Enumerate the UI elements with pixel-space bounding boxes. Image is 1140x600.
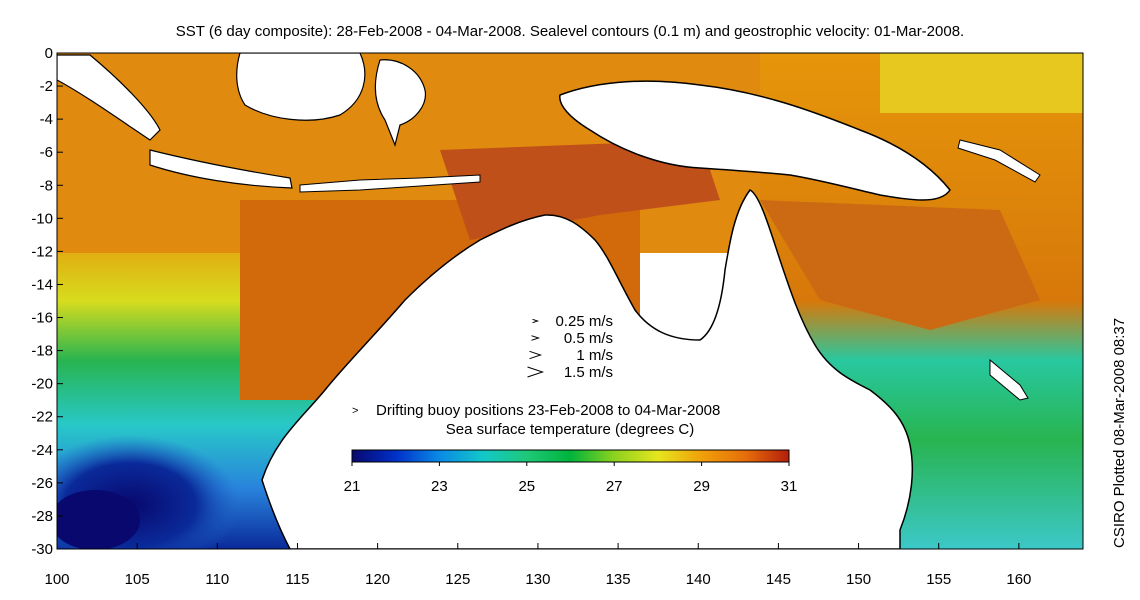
- new-caledonia: [989, 358, 1029, 401]
- solomon-islands: [957, 139, 1041, 183]
- x-tick-label: 145: [766, 571, 791, 588]
- x-tick-label: 130: [525, 571, 550, 588]
- y-tick-label: -18: [31, 343, 53, 360]
- y-tick-label: -22: [31, 409, 53, 426]
- x-axis: 100 105 110 115 120 125 130 135 140 145 150 155 160: [44, 543, 1031, 588]
- y-tick-label: -14: [31, 276, 53, 293]
- x-tick-label: 105: [125, 571, 150, 588]
- new-guinea-landmass: [559, 80, 951, 201]
- x-tick-label: 125: [445, 571, 470, 588]
- y-tick-label: -10: [31, 210, 53, 227]
- x-tick-label: 160: [1006, 571, 1031, 588]
- x-tick-label: 115: [286, 571, 310, 588]
- colorbar-label: 25: [518, 478, 535, 495]
- figure-title: SST (6 day composite): 28-Feb-2008 - 04-…: [176, 23, 964, 40]
- ocean-northeast-warm: [880, 53, 1083, 113]
- coral-sea-warm: [760, 200, 1040, 330]
- velocity-label: 1.5 m/s: [564, 364, 613, 381]
- buoy-legend-text: Drifting buoy positions 23-Feb-2008 to 0…: [376, 402, 720, 419]
- y-tick-label: -30: [31, 541, 53, 558]
- arafura-warm: [440, 140, 720, 240]
- velocity-arrow: [529, 350, 543, 360]
- colorbar-bar: [351, 449, 790, 463]
- colorbar-label: 21: [344, 478, 361, 495]
- colorbar-label: 23: [431, 478, 448, 495]
- buoy-marker: >: [352, 405, 358, 417]
- velocity-label: 1 m/s: [576, 347, 613, 364]
- colorbar-label: 31: [781, 478, 798, 495]
- plot-area: [57, 53, 1083, 549]
- x-tick-label: 140: [686, 571, 711, 588]
- plot-frame: [56, 52, 1084, 550]
- y-tick-label: -20: [31, 376, 53, 393]
- x-tick-label: 135: [606, 571, 631, 588]
- plot-credit: CSIRO Plotted 08-Mar-2008 08:37: [1111, 318, 1128, 548]
- y-tick-label: -28: [31, 508, 53, 525]
- y-tick-label: -6: [40, 144, 53, 161]
- y-tick-label: -26: [31, 475, 53, 492]
- velocity-arrow: [527, 366, 545, 378]
- x-tick-label: 120: [365, 571, 390, 588]
- x-tick-label: 100: [44, 571, 69, 588]
- colorbar-label: 27: [606, 478, 623, 495]
- colorbar-label: 29: [693, 478, 710, 495]
- colorbar-labels: 21 23 25 27 29 31: [344, 462, 798, 495]
- java-landmass: [149, 149, 293, 189]
- borneo-landmass: [236, 53, 366, 121]
- velocity-arrow: [532, 318, 540, 324]
- sulawesi-landmass: [374, 59, 427, 147]
- velocity-label: 0.25 m/s: [555, 313, 613, 330]
- colorbar: Sea surface temperature (degrees C) 21 23…: [344, 421, 798, 495]
- lesser-sunda-islands: [299, 174, 481, 193]
- y-tick-label: -12: [31, 243, 53, 260]
- y-tick-label: -4: [40, 111, 53, 128]
- y-tick-label: -16: [31, 310, 53, 327]
- buoy-legend: > Drifting buoy positions 23-Feb-2008 to…: [352, 402, 720, 419]
- y-tick-label: 0: [45, 45, 53, 62]
- x-tick-label: 110: [205, 571, 229, 588]
- x-tick-label: 155: [926, 571, 951, 588]
- y-axis: 0 -2 -4 -6 -8 -10 -12 -14 -16 -18 -20 -22 -24 -26 -28 -…: [31, 45, 63, 558]
- x-tick-label: 150: [846, 571, 871, 588]
- y-tick-label: -8: [40, 177, 53, 194]
- y-tick-label: -24: [31, 442, 53, 459]
- cold-core: [57, 490, 140, 549]
- velocity-label: 0.5 m/s: [564, 330, 613, 347]
- velocity-legend: 0.25 m/s0.5 m/s1 m/s1.5 m/s: [527, 313, 613, 381]
- velocity-arrow: [531, 335, 541, 341]
- sumatra-landmass: [57, 54, 161, 141]
- y-tick-label: -2: [40, 78, 53, 95]
- colorbar-title: Sea surface temperature (degrees C): [446, 421, 694, 438]
